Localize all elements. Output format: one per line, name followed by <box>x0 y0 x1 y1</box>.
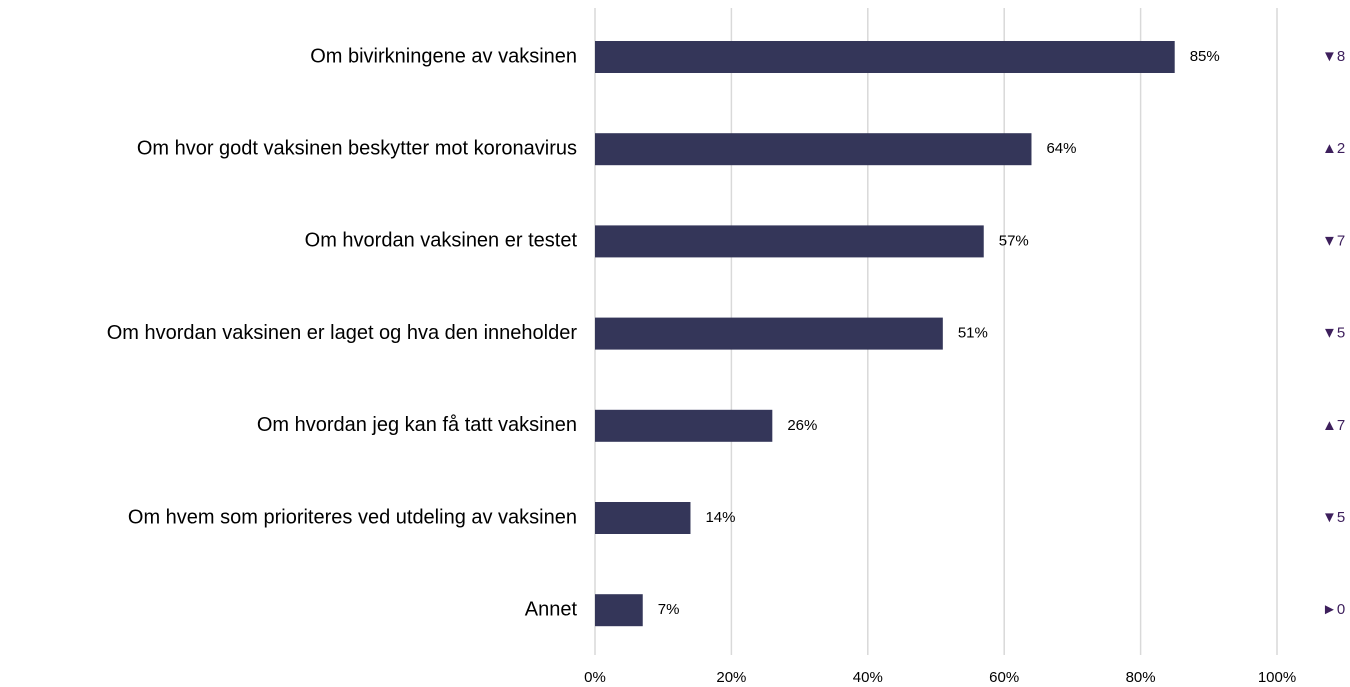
value-label: 7% <box>658 601 680 618</box>
change-annotation: ▲2 <box>1322 140 1345 157</box>
category-label: Om hvordan vaksinen er laget og hva den … <box>107 322 578 344</box>
bar <box>595 41 1175 73</box>
x-tick-label: 100% <box>1258 669 1296 686</box>
category-label: Annet <box>525 598 578 620</box>
change-annotation: ▼5 <box>1322 325 1345 342</box>
change-annotation: ▲7 <box>1322 417 1345 434</box>
value-label: 64% <box>1046 140 1076 157</box>
bar <box>595 502 691 534</box>
bar <box>595 225 984 258</box>
value-label: 26% <box>787 417 817 434</box>
change-annotation: ▼7 <box>1322 232 1345 249</box>
category-label: Om bivirkningene av vaksinen <box>310 45 577 67</box>
bar <box>595 133 1032 166</box>
x-tick-label: 60% <box>989 669 1019 686</box>
category-label: Om hvor godt vaksinen beskytter mot koro… <box>137 137 577 159</box>
value-label: 85% <box>1190 48 1220 65</box>
change-annotation: ►0 <box>1322 601 1345 618</box>
change-annotation: ▼8 <box>1322 48 1345 65</box>
category-label: Om hvordan vaksinen er testet <box>305 230 578 252</box>
x-tick-label: 20% <box>716 669 746 686</box>
x-tick-label: 80% <box>1126 669 1156 686</box>
value-label: 51% <box>958 325 988 342</box>
x-tick-label: 0% <box>584 669 606 686</box>
category-label: Om hvem som prioriteres ved utdeling av … <box>128 506 577 528</box>
category-label: Om hvordan jeg kan få tatt vaksinen <box>257 414 577 436</box>
bar <box>595 594 643 627</box>
bar <box>595 317 943 350</box>
value-label: 14% <box>705 509 735 526</box>
change-annotation: ▼5 <box>1322 509 1345 526</box>
bar <box>595 409 773 442</box>
x-tick-label: 40% <box>853 669 883 686</box>
value-label: 57% <box>999 232 1029 249</box>
